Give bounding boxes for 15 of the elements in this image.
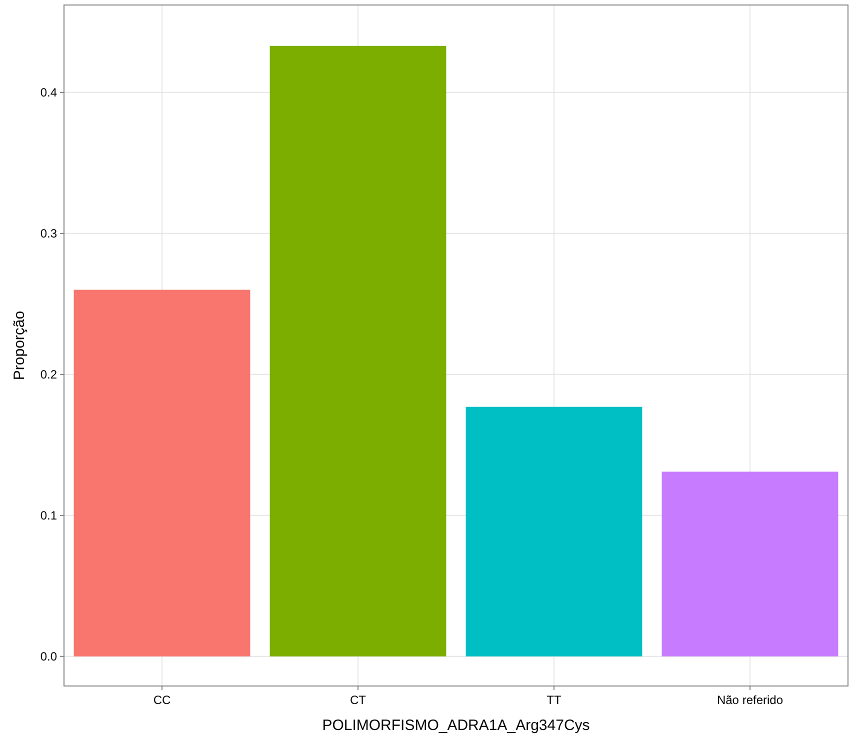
bar: [74, 290, 250, 656]
y-axis-title: Proporção: [11, 310, 28, 380]
x-tick-label: TT: [546, 693, 562, 707]
x-tick-label: CT: [350, 693, 367, 707]
y-tick-label: 0.3: [40, 226, 58, 241]
bar: [466, 406, 642, 656]
x-axis-title: POLIMORFISMO_ADRA1A_Arg347Cys: [322, 717, 590, 734]
x-tick-label: CC: [153, 693, 171, 707]
y-tick-label: 0.2: [40, 368, 58, 382]
y-tick-label: 0.1: [40, 508, 58, 523]
bar: [270, 46, 446, 656]
bar: [662, 472, 838, 656]
y-tick-label: 0.4: [40, 86, 58, 100]
y-tick-label: 0.0: [40, 650, 58, 664]
x-tick-label: Não referido: [716, 693, 784, 707]
